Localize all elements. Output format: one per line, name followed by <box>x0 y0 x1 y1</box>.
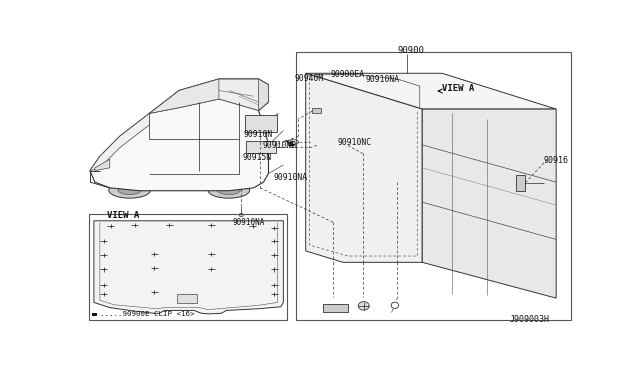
Bar <box>516 175 525 191</box>
Polygon shape <box>90 79 269 191</box>
Bar <box>273 254 276 256</box>
Bar <box>273 240 276 242</box>
Text: 90910NC: 90910NC <box>338 138 372 147</box>
Bar <box>102 294 106 295</box>
Bar <box>153 291 156 292</box>
Ellipse shape <box>109 182 150 198</box>
Bar <box>102 284 106 286</box>
Bar <box>153 253 156 255</box>
Bar <box>273 284 276 286</box>
Polygon shape <box>259 79 269 110</box>
Text: .....90900E CLIP <16>: .....90900E CLIP <16> <box>100 311 195 317</box>
Bar <box>133 224 136 225</box>
Text: 90940M: 90940M <box>294 74 324 83</box>
Polygon shape <box>94 221 284 314</box>
Bar <box>246 141 276 154</box>
Bar <box>210 224 213 225</box>
Bar <box>273 269 276 270</box>
Bar <box>527 179 541 186</box>
Polygon shape <box>90 113 150 171</box>
Polygon shape <box>306 73 422 262</box>
Bar <box>177 294 197 303</box>
Text: 90910NA: 90910NA <box>365 75 399 84</box>
Bar <box>273 293 276 295</box>
Text: VIEW A: VIEW A <box>442 84 474 93</box>
Bar <box>102 254 106 256</box>
Text: 90900EA: 90900EA <box>330 70 365 79</box>
Bar <box>210 267 213 270</box>
Polygon shape <box>150 79 269 113</box>
Ellipse shape <box>208 182 250 198</box>
Ellipse shape <box>118 186 141 195</box>
Bar <box>210 253 213 255</box>
Text: VIEW A: VIEW A <box>108 211 140 219</box>
Text: 90910NA: 90910NA <box>273 173 308 182</box>
Polygon shape <box>306 73 556 109</box>
Bar <box>168 224 171 225</box>
Text: 90910N: 90910N <box>244 129 273 138</box>
Text: 90900: 90900 <box>397 46 424 55</box>
Polygon shape <box>95 159 110 171</box>
Bar <box>251 225 254 227</box>
Bar <box>245 115 277 132</box>
Ellipse shape <box>288 140 299 145</box>
Ellipse shape <box>218 186 240 195</box>
Bar <box>312 108 321 113</box>
Bar <box>102 269 106 270</box>
Bar <box>296 52 571 320</box>
Text: 90910NB: 90910NB <box>262 141 297 150</box>
Ellipse shape <box>239 214 243 217</box>
Bar <box>323 304 348 312</box>
Bar <box>109 225 113 227</box>
Text: 90915N: 90915N <box>242 153 271 162</box>
Polygon shape <box>422 109 556 298</box>
Ellipse shape <box>358 302 369 310</box>
Ellipse shape <box>338 103 348 107</box>
Ellipse shape <box>263 144 272 150</box>
Text: 90910NA: 90910NA <box>233 218 265 227</box>
Text: 90916: 90916 <box>544 155 569 164</box>
Bar <box>153 267 156 269</box>
Bar <box>92 313 97 315</box>
Polygon shape <box>150 79 219 113</box>
Bar <box>273 227 276 229</box>
Bar <box>102 240 106 242</box>
Bar <box>89 214 287 320</box>
Text: J909003H: J909003H <box>509 315 549 324</box>
Ellipse shape <box>338 143 348 148</box>
